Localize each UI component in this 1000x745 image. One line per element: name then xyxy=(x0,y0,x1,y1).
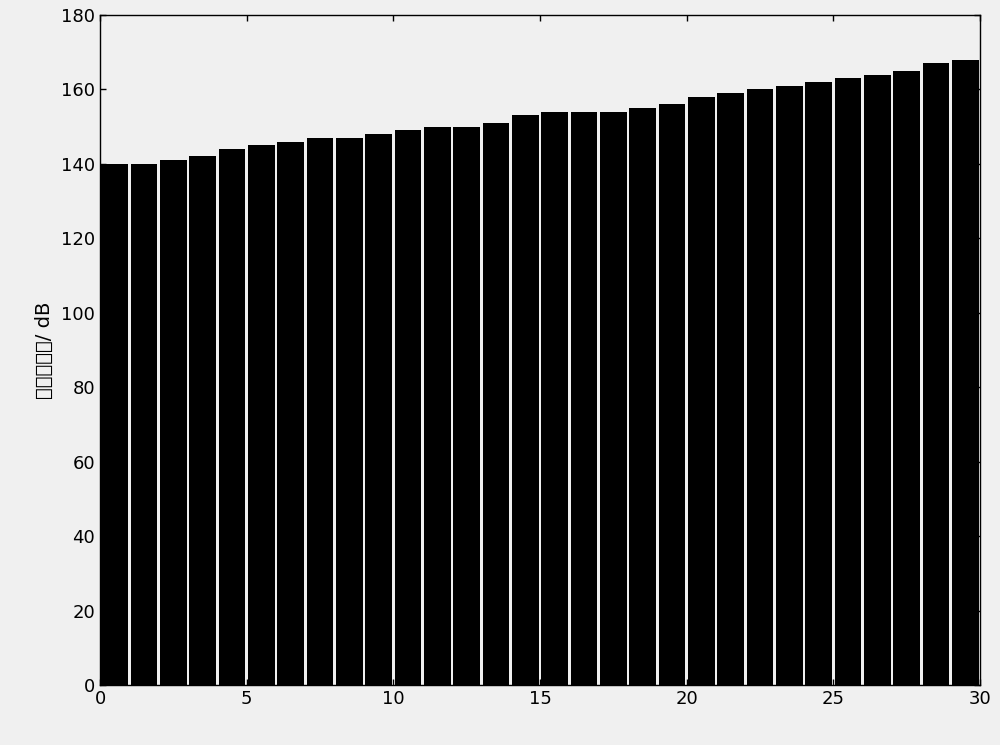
Bar xyxy=(659,104,685,685)
Bar xyxy=(717,93,744,685)
Bar xyxy=(365,134,392,685)
Bar xyxy=(629,108,656,685)
Bar xyxy=(189,156,216,685)
Bar xyxy=(424,127,451,685)
Bar xyxy=(600,112,627,685)
Bar xyxy=(101,164,128,685)
Bar xyxy=(541,112,568,685)
Bar xyxy=(219,149,245,685)
Bar xyxy=(923,63,949,685)
Bar xyxy=(512,115,539,685)
Bar xyxy=(453,127,480,685)
Bar xyxy=(864,74,891,685)
Bar xyxy=(307,138,333,685)
Bar xyxy=(277,142,304,685)
Bar xyxy=(160,160,187,685)
Bar xyxy=(131,164,157,685)
Bar xyxy=(395,130,421,685)
Bar xyxy=(893,71,920,685)
Bar xyxy=(776,86,803,685)
Bar xyxy=(981,56,1000,685)
Bar xyxy=(571,112,597,685)
Bar xyxy=(747,89,773,685)
Bar xyxy=(952,60,979,685)
Bar xyxy=(805,82,832,685)
Bar xyxy=(483,123,509,685)
Bar xyxy=(336,138,363,685)
Y-axis label: 噪声峰压级/ dB: 噪声峰压级/ dB xyxy=(35,302,54,399)
Bar xyxy=(688,97,715,685)
Bar xyxy=(248,145,275,685)
Bar xyxy=(835,78,861,685)
